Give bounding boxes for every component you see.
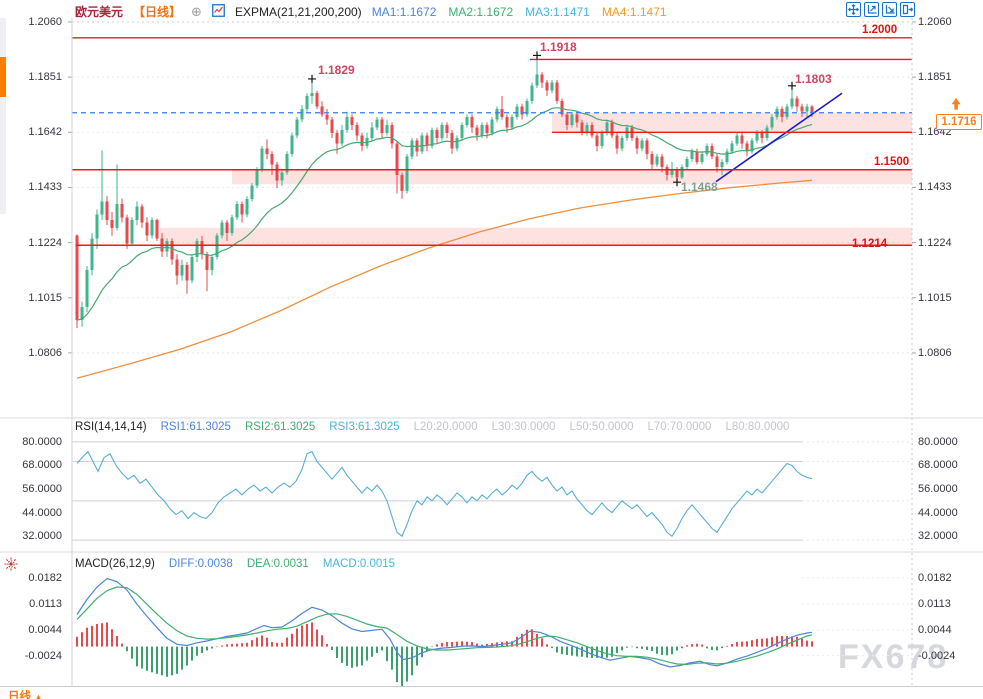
period-selector[interactable]: 日线 ▲ bbox=[8, 688, 43, 699]
macd-value-label: MACD:0.0015 bbox=[322, 558, 396, 570]
triangle-up-icon: ▲ bbox=[34, 692, 43, 699]
ma-value-label: MA1:1.1672 bbox=[371, 4, 437, 19]
macd-value-label: DEA:0.0031 bbox=[246, 558, 309, 570]
current-price-tag: 1.1716 bbox=[936, 114, 982, 130]
rsi-value-label: L80:80.0000 bbox=[725, 421, 790, 433]
rsi-header: RSI(14,14,14) RSI1:61.3025 RSI2:61.3025 RSI… bbox=[75, 421, 789, 433]
ma-value-label: MA3:1.1471 bbox=[525, 4, 590, 19]
rsi-value-label: L30:30.0000 bbox=[491, 421, 556, 433]
add-indicator-icon[interactable]: ⊕ bbox=[191, 4, 202, 19]
rsi-value-label: L70:70.0000 bbox=[647, 421, 712, 433]
period-tag: 【日线】 bbox=[133, 5, 182, 19]
rsi-value-label: RSI2:61.3025 bbox=[244, 421, 316, 433]
macd-header: MACD(26,12,9) DIFF:0.0038 DEA:0.0031 MACD:0… bbox=[75, 558, 395, 570]
ma-values: MA1:1.1672 MA2:1.1672 MA3:1.1471 MA4:1.1471 bbox=[372, 5, 679, 19]
symbol-name: 欧元美元 bbox=[75, 5, 124, 19]
macd-value-label: MACD(26,12,9) bbox=[75, 558, 155, 570]
mini-chart-icon[interactable] bbox=[212, 3, 225, 20]
ma-value-label: MA4:1.1471 bbox=[601, 4, 667, 19]
alert-sun-icon[interactable] bbox=[3, 556, 19, 577]
rsi-value-label: L20:20.0000 bbox=[413, 421, 478, 433]
chart-toolbar bbox=[846, 2, 915, 17]
rsi-value-label: L50:50.0000 bbox=[569, 421, 634, 433]
macd-value-label: DIFF:0.0038 bbox=[168, 558, 233, 570]
watermark: FX678 bbox=[838, 638, 949, 676]
indicator-label: EXPMA(21,21,200,200) bbox=[234, 4, 362, 19]
rsi-value-label: RSI3:61.3025 bbox=[329, 421, 400, 433]
ma-value-label: MA2:1.1672 bbox=[448, 4, 514, 19]
date-axis: 日线 ▲ bbox=[0, 686, 983, 699]
price-up-arrow-icon bbox=[948, 97, 964, 118]
scrollbar-thumb[interactable] bbox=[0, 57, 6, 97]
time-axis-zoom-icon[interactable] bbox=[882, 2, 897, 17]
rsi-value-label: RSI1:61.3025 bbox=[160, 421, 231, 433]
rsi-value-label: RSI(14,14,14) bbox=[75, 421, 147, 433]
pan-icon[interactable] bbox=[846, 2, 861, 17]
exit-chart-icon[interactable] bbox=[900, 2, 915, 17]
price-axis-zoom-icon[interactable] bbox=[864, 2, 879, 17]
main-chart-header: 欧元美元 【日线】 ⊕ EXPMA(21,21,200,200) MA1:1.1… bbox=[75, 3, 679, 20]
left-scrollbar[interactable] bbox=[0, 18, 6, 214]
